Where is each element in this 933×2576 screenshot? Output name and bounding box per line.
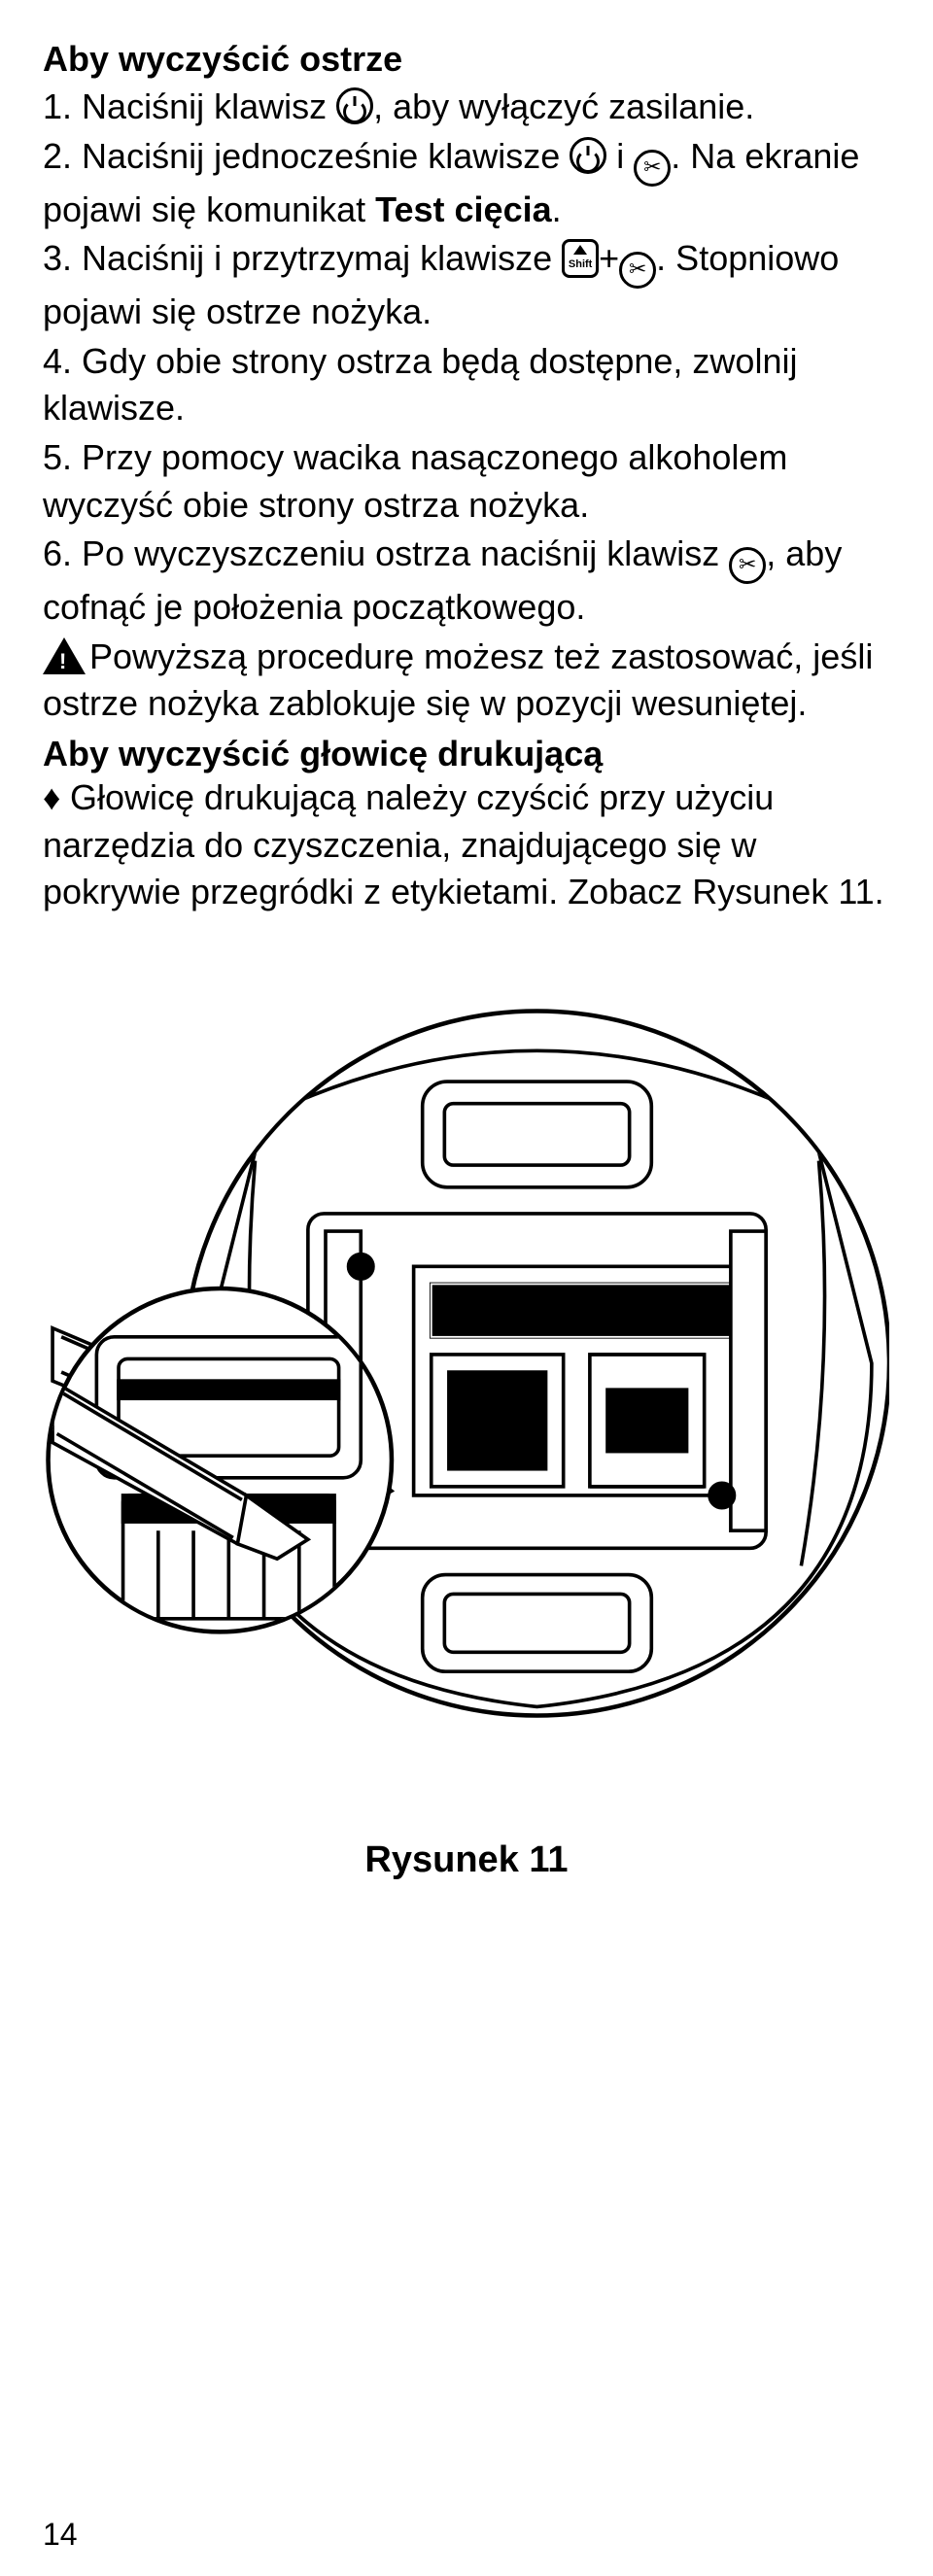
step-tail: . (552, 189, 562, 229)
figure-11-svg (44, 965, 889, 1762)
warning-icon (43, 637, 86, 674)
step-num: 6. (43, 533, 72, 573)
step-4: 4. Gdy obie strony ostrza będą dostępne,… (43, 338, 890, 432)
plus: + (599, 238, 619, 278)
figure-11: Rysunek 11 (43, 965, 890, 1881)
step-6: 6. Po wyczyszczeniu ostrza naciśnij klaw… (43, 531, 890, 632)
step-5: 5. Przy pomocy wacika nasączonego alkoho… (43, 434, 890, 529)
step-text: Przy pomocy wacika nasączonego alkoholem… (43, 437, 787, 525)
step-3: 3. Naciśnij i przytrzymaj klawisze Shift… (43, 235, 890, 336)
power-icon (336, 87, 373, 124)
steps-list: 1. Naciśnij klawisz , aby wyłączyć zasil… (43, 84, 890, 632)
step-num: 5. (43, 437, 72, 477)
step-num: 1. (43, 86, 72, 126)
step-2: 2. Naciśnij jednocześnie klawisze i ✂. N… (43, 133, 890, 234)
step-num: 4. (43, 341, 72, 381)
step-text-post: , aby wyłączyć zasilanie. (373, 86, 754, 126)
step-num: 2. (43, 136, 72, 176)
scissors-icon: ✂ (729, 547, 766, 584)
warning-text: Powyższą procedurę możesz też zastosować… (43, 636, 873, 724)
step-text: Gdy obie strony ostrza będą dostępne, zw… (43, 341, 797, 429)
step-text-pre: Naciśnij jednocześnie klawisze (82, 136, 570, 176)
step-num: 3. (43, 238, 72, 278)
step-text-pre: Po wyczyszczeniu ostrza naciśnij klawisz (82, 533, 729, 573)
section-title-printhead: Aby wyczyścić głowicę drukującą (43, 734, 890, 774)
scissors-icon: ✂ (634, 150, 671, 187)
shift-icon: Shift (562, 239, 599, 278)
bullet-text: Głowicę drukującą należy czyścić przy uż… (43, 777, 884, 911)
power-icon (570, 137, 606, 174)
step-text-mid: i (606, 136, 634, 176)
step-bold: Test cięcia (375, 189, 551, 229)
step-1: 1. Naciśnij klawisz , aby wyłączyć zasil… (43, 84, 890, 131)
warning-paragraph: Powyższą procedurę możesz też zastosować… (43, 634, 890, 728)
figure-caption: Rysunek 11 (43, 1839, 890, 1881)
diamond-bullet-icon: ♦ (43, 774, 60, 822)
step-text-pre: Naciśnij klawisz (82, 86, 336, 126)
step-text-pre: Naciśnij i przytrzymaj klawisze (82, 238, 562, 278)
page-number: 14 (43, 2517, 78, 2553)
scissors-icon: ✂ (619, 252, 656, 289)
section-title-blade: Aby wyczyścić ostrze (43, 39, 890, 80)
bullet-paragraph: ♦ Głowicę drukującą należy czyścić przy … (43, 774, 890, 916)
